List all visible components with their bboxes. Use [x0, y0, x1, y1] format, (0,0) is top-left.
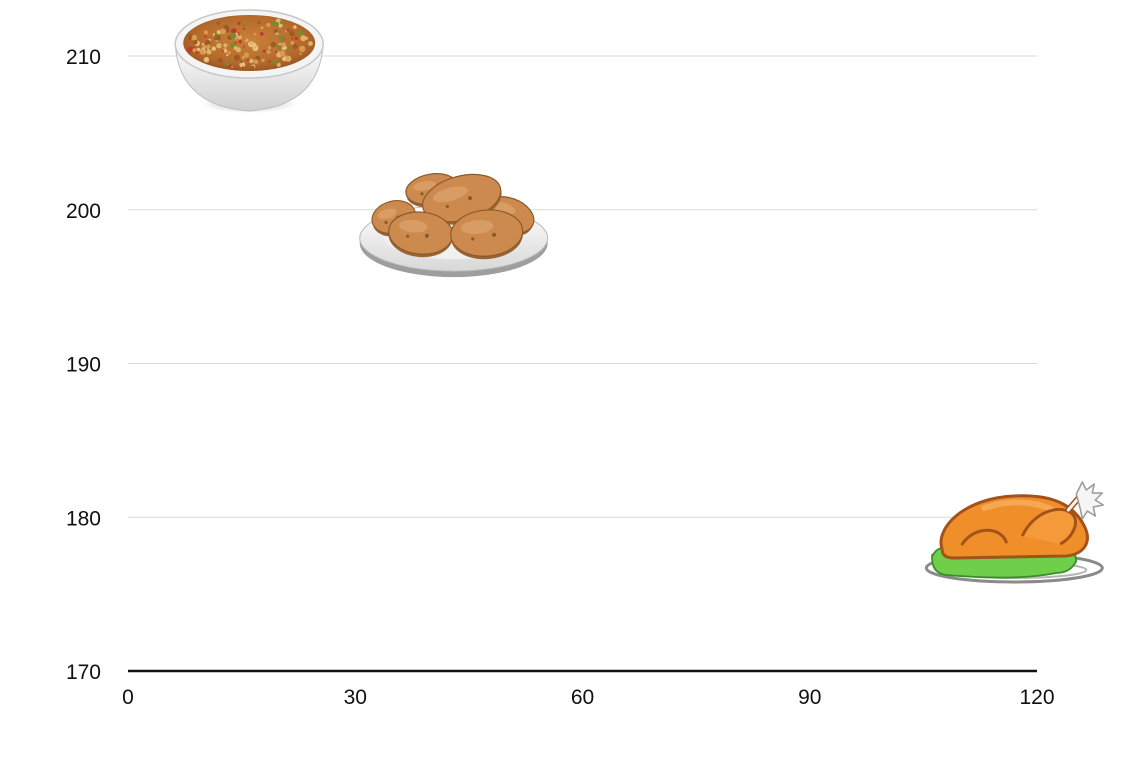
axes: 170 180 190 200 210 0 30 60 90 120	[66, 46, 1055, 709]
stuffing-bowl-icon	[174, 9, 324, 113]
y-tick-label: 170	[66, 661, 101, 684]
roast-turkey-platter-icon	[924, 481, 1105, 584]
y-tick-label: 180	[66, 507, 101, 530]
y-tick-label: 210	[66, 46, 101, 69]
roast-potatoes-plate-icon	[359, 173, 549, 278]
y-tick-label: 200	[66, 200, 101, 223]
gridlines	[128, 55, 1037, 518]
y-tick-label: 190	[66, 354, 101, 377]
x-tick-label: 90	[798, 686, 821, 709]
x-tick-label: 0	[122, 686, 134, 709]
data-points	[174, 9, 1105, 584]
x-tick-label: 120	[1019, 686, 1054, 709]
x-tick-label: 60	[571, 686, 594, 709]
x-tick-label: 30	[344, 686, 367, 709]
